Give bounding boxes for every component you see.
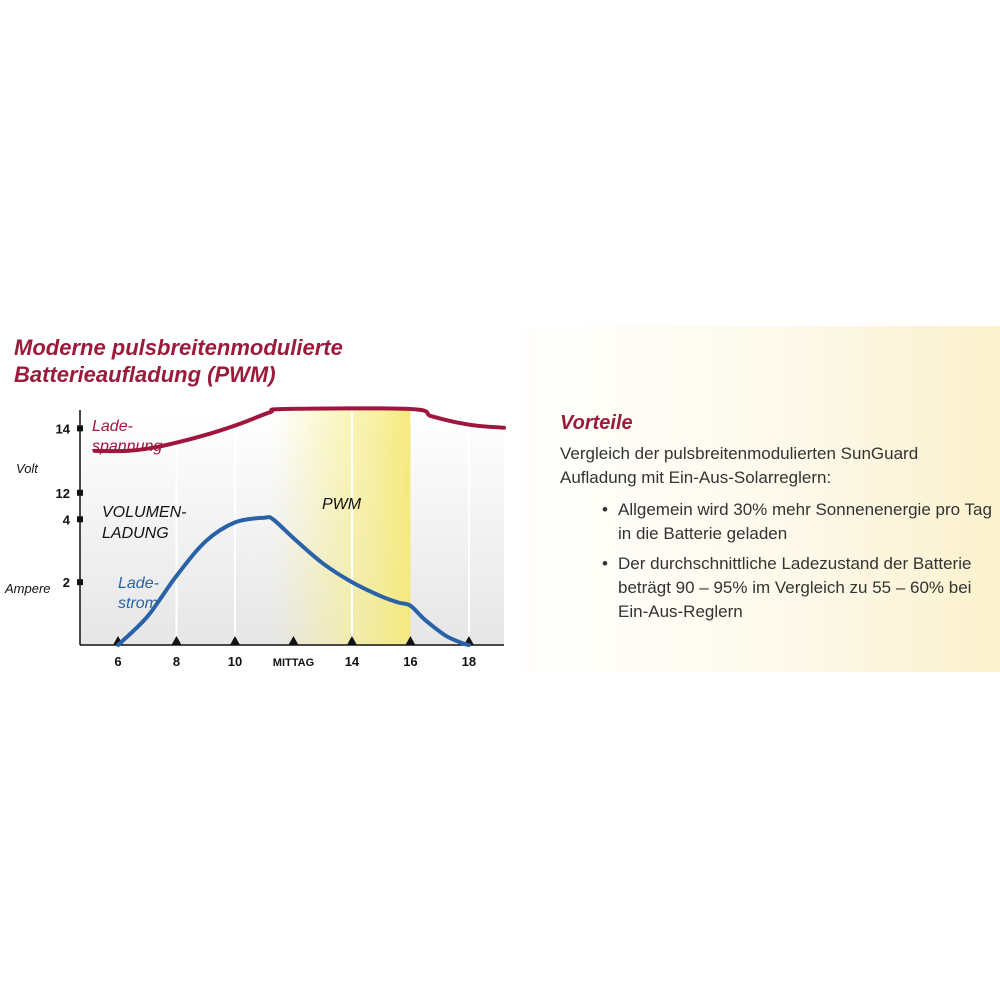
x-tick-label: 8: [173, 654, 180, 669]
current-series-label-line-1: Lade-: [118, 575, 159, 592]
current-tick-mark: [77, 516, 83, 523]
current-axis-label: Ampere: [4, 581, 51, 596]
benefits-panel: Vorteile Vergleich der pulsbreitenmoduli…: [560, 410, 996, 630]
voltage-tick-label: 12: [56, 486, 70, 501]
chart-title-line-2: Batterieaufladung (PWM): [14, 362, 276, 387]
x-tick-label: 14: [345, 654, 360, 669]
voltage-series-label-line-2: spannung: [92, 438, 162, 455]
bulk-region-label-line-1: VOLUMEN-: [102, 504, 186, 521]
x-tick-label: 6: [114, 654, 121, 669]
voltage-series-line: [92, 406, 506, 454]
x-tick-mark: [346, 636, 357, 645]
voltage-series-label-line-1: Lade-: [92, 418, 133, 435]
benefit-item: Allgemein wird 30% mehr Sonnenenergie pr…: [560, 498, 996, 546]
benefits-intro: Vergleich der pulsbreitenmodulierten Sun…: [560, 444, 919, 487]
chart-title: Moderne pulsbreitenmodulierte Batterieau…: [14, 334, 343, 388]
voltage-axis-label: Volt: [16, 461, 39, 476]
voltage-tick-mark: [77, 489, 83, 496]
benefits-heading: Vorteile: [560, 412, 633, 434]
bulk-region-label-line-2: LADUNG: [102, 525, 169, 542]
voltage-tick-mark: [77, 425, 83, 432]
current-series-line: [116, 515, 471, 647]
x-tick-mark: [288, 636, 299, 645]
x-tick-mark: [171, 636, 182, 645]
x-tick-mark: [229, 636, 240, 645]
current-series-label-line-2: strom: [118, 595, 158, 612]
x-tick-label: 16: [403, 654, 417, 669]
benefit-item: Der durchschnittliche Ladezustand der Ba…: [560, 552, 996, 624]
chart-title-line-1: Moderne pulsbreitenmodulierte: [14, 335, 343, 360]
x-tick-label: MITTAG: [273, 657, 314, 669]
voltage-tick-label: 14: [56, 421, 71, 436]
x-tick-label: 10: [228, 654, 242, 669]
pwm-region-label: PWM: [322, 496, 362, 513]
x-tick-mark: [405, 636, 416, 645]
pwm-region: [272, 409, 411, 645]
x-tick-label: 18: [462, 654, 476, 669]
current-tick-mark: [77, 579, 83, 586]
current-tick-label: 2: [63, 575, 70, 590]
current-tick-label: 4: [63, 512, 71, 527]
benefits-list: Allgemein wird 30% mehr Sonnenenergie pr…: [560, 498, 996, 624]
